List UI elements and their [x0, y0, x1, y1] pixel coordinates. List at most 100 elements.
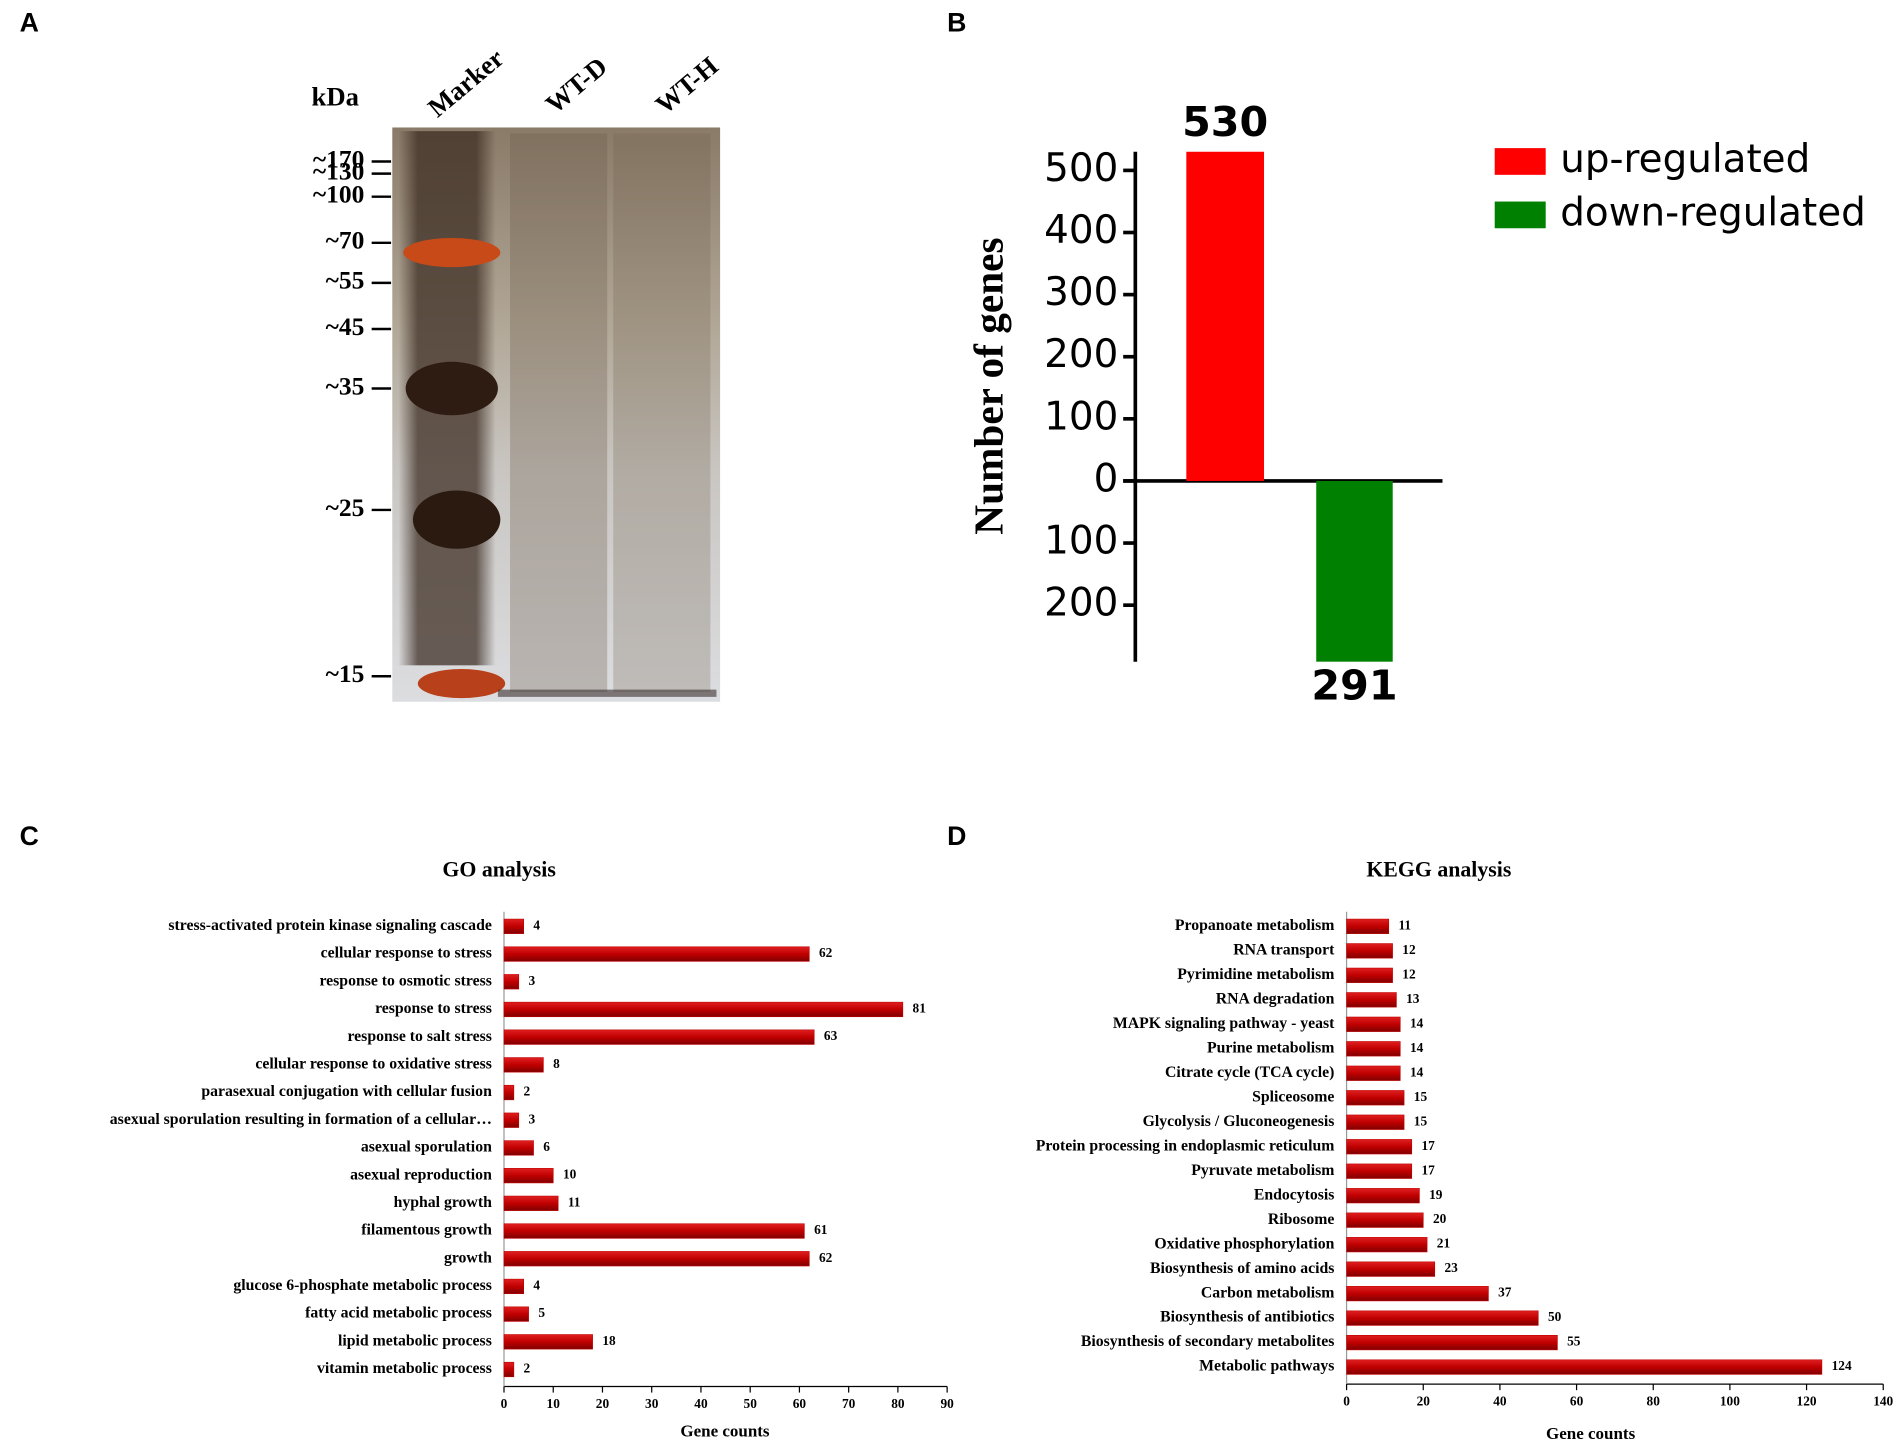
- category-label: response to salt stress: [347, 1028, 491, 1045]
- bar: [503, 1223, 805, 1239]
- category-label: cellular response to stress: [321, 945, 492, 962]
- value-label: 37: [1498, 1285, 1512, 1300]
- gel-band: [417, 668, 506, 699]
- value-label: 5: [538, 1305, 545, 1320]
- bar: [1346, 1114, 1405, 1130]
- chart-title: KEGG analysis: [1366, 858, 1511, 882]
- x-tick-label: 20: [596, 1396, 610, 1411]
- bar: [1346, 1041, 1401, 1057]
- bar: [1346, 1261, 1436, 1277]
- sample-lane: [613, 133, 711, 693]
- value-label: 11: [568, 1194, 581, 1209]
- x-tick-label: 90: [940, 1396, 954, 1411]
- category-label: Pyruvate metabolism: [1191, 1162, 1334, 1179]
- category-label: Metabolic pathways: [1199, 1358, 1334, 1375]
- x-tick-label: 20: [1417, 1393, 1431, 1408]
- category-label: response to osmotic stress: [319, 972, 491, 989]
- bar: [503, 974, 520, 990]
- value-label: 15: [1414, 1113, 1428, 1128]
- x-tick-label: 80: [1647, 1393, 1661, 1408]
- gel-band: [403, 237, 501, 268]
- gel-image: [392, 127, 721, 702]
- category-label: Citrate cycle (TCA cycle): [1165, 1064, 1334, 1081]
- panel-label: A: [20, 7, 39, 37]
- bar: [503, 1278, 524, 1295]
- category-label: parasexual conjugation with cellular fus…: [201, 1083, 492, 1100]
- legend-swatch: [1494, 201, 1546, 229]
- category-label: cellular response to oxidative stress: [255, 1055, 491, 1072]
- category-label: RNA transport: [1233, 941, 1335, 958]
- marker-label: ~45: [326, 312, 365, 341]
- category-label: Carbon metabolism: [1201, 1284, 1335, 1301]
- panel-label: C: [20, 821, 39, 851]
- bar: [1346, 1139, 1413, 1155]
- x-tick-label: 40: [1493, 1393, 1507, 1408]
- value-label: 2: [524, 1361, 531, 1376]
- category-label: asexual reproduction: [350, 1166, 492, 1183]
- value-label: 124: [1832, 1358, 1852, 1373]
- value-label: 15: [1414, 1089, 1428, 1104]
- marker-label: ~70: [326, 226, 365, 255]
- value-label: 13: [1406, 991, 1420, 1006]
- y-tick-label: 500: [1044, 146, 1118, 191]
- value-label: 23: [1444, 1260, 1458, 1275]
- value-label: 12: [1402, 966, 1416, 981]
- marker-label: ~55: [326, 266, 365, 295]
- bar: [503, 1334, 593, 1350]
- value-label: 3: [528, 973, 535, 988]
- category-label: glucose 6-phosphate metabolic process: [233, 1277, 492, 1294]
- bar: [1346, 967, 1393, 983]
- category-label: Protein processing in endoplasmic reticu…: [1036, 1137, 1335, 1154]
- x-tick-label: 0: [1343, 1393, 1350, 1408]
- value-label: 81: [913, 1001, 926, 1016]
- y-tick-label: 100: [1044, 519, 1118, 564]
- marker-label: ~130: [313, 156, 364, 185]
- value-label: 14: [1410, 1040, 1424, 1055]
- category-label: fatty acid metabolic process: [305, 1305, 492, 1322]
- value-label: 530: [1182, 98, 1268, 146]
- value-label: 21: [1437, 1236, 1450, 1251]
- x-tick-label: 140: [1873, 1393, 1893, 1408]
- bar: [503, 946, 810, 962]
- category-label: growth: [444, 1249, 492, 1266]
- x-tick-label: 30: [645, 1396, 659, 1411]
- bar: [1346, 1335, 1558, 1351]
- bar: [503, 1140, 534, 1156]
- legend-swatch: [1494, 148, 1546, 175]
- bar: [503, 1195, 559, 1211]
- category-label: Pyrimidine metabolism: [1177, 966, 1334, 983]
- x-tick-label: 60: [1570, 1393, 1584, 1408]
- bar: [1346, 1016, 1401, 1032]
- category-label: response to stress: [375, 1000, 492, 1017]
- value-label: 50: [1548, 1309, 1562, 1324]
- bar: [1346, 1237, 1428, 1253]
- bar: [1346, 1065, 1401, 1081]
- y-tick-label: 200: [1044, 332, 1118, 377]
- value-label: 14: [1410, 1015, 1424, 1030]
- category-label: Biosynthesis of antibiotics: [1160, 1309, 1334, 1326]
- bar: [503, 1112, 520, 1128]
- category-label: Spliceosome: [1252, 1088, 1334, 1105]
- category-label: RNA degradation: [1216, 990, 1335, 1007]
- category-label: vitamin metabolic process: [317, 1360, 492, 1377]
- value-label: 63: [824, 1028, 838, 1043]
- bar: [503, 918, 524, 934]
- x-axis-title: Gene counts: [680, 1422, 770, 1441]
- x-tick-label: 0: [501, 1396, 508, 1411]
- category-label: stress-activated protein kinase signalin…: [168, 917, 492, 934]
- bar: [503, 1306, 529, 1322]
- bar: [1346, 943, 1393, 959]
- bar: [1346, 1310, 1539, 1326]
- panel-label: D: [947, 821, 966, 851]
- bar: [1346, 1286, 1489, 1302]
- y-axis-title: Number of genes: [966, 237, 1012, 534]
- category-label: asexual sporulation: [361, 1139, 492, 1156]
- bar: [503, 1361, 515, 1378]
- bar: [1346, 992, 1397, 1008]
- lane-label: Marker: [422, 43, 510, 123]
- value-label: 14: [1410, 1064, 1424, 1079]
- value-label: 3: [528, 1111, 535, 1126]
- value-label: 20: [1433, 1211, 1447, 1226]
- marker-label: ~100: [313, 180, 364, 209]
